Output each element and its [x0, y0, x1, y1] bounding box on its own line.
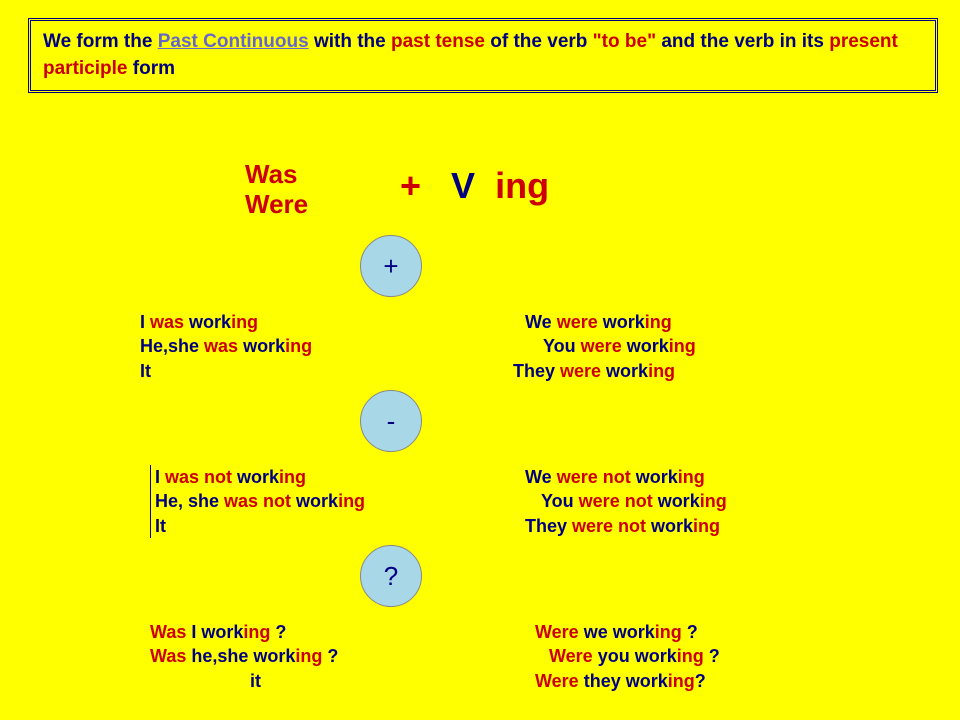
were-label: Were [245, 190, 308, 220]
text: ? [322, 646, 338, 666]
question-right: Were we working ? Were you working ? Wer… [535, 620, 875, 693]
text: ? [695, 671, 706, 691]
text: We [525, 467, 557, 487]
text: Were [535, 622, 579, 642]
text: ing [645, 312, 672, 332]
affirmative-left: I was working He,she was working It [140, 310, 480, 383]
text: I [155, 467, 165, 487]
text: He, she [155, 491, 224, 511]
text: work [291, 491, 338, 511]
text: You [541, 491, 579, 511]
text: were [581, 336, 622, 356]
text: You [543, 336, 581, 356]
text: ing [295, 646, 322, 666]
text: Was [150, 646, 186, 666]
past-continuous-link[interactable]: Past Continuous [158, 31, 309, 52]
text: ing [668, 671, 695, 691]
plus-sign: + [400, 165, 421, 206]
text: Was [150, 622, 186, 642]
text: work [646, 516, 693, 536]
formula: + V ing [400, 165, 549, 207]
question-circle: ? [360, 545, 422, 607]
text: Were [535, 671, 579, 691]
text: ? [270, 622, 286, 642]
text: ing [231, 312, 258, 332]
text: work [631, 467, 678, 487]
text: work [238, 336, 285, 356]
text: work [622, 336, 669, 356]
negative-left: I was not working He, she was not workin… [150, 465, 495, 538]
rule-text: past tense [391, 31, 485, 52]
text: I work [186, 622, 243, 642]
text: ? [704, 646, 720, 666]
text: ing [338, 491, 365, 511]
question-left: Was I working ? Was he,she working ? it [150, 620, 490, 693]
was-label: Was [245, 160, 308, 190]
text: They [525, 516, 572, 536]
text: ing [655, 622, 682, 642]
text: ing [700, 491, 727, 511]
text: I [140, 312, 150, 332]
text: were not [579, 491, 653, 511]
text: it [250, 671, 261, 691]
text: ing [243, 622, 270, 642]
text: was not [224, 491, 291, 511]
rule-box: We form the Past Continuous with the pas… [28, 18, 938, 93]
negative-circle: - [360, 390, 422, 452]
rule-text: and the verb in its [656, 31, 829, 52]
text: ing [678, 467, 705, 487]
text: It [140, 359, 480, 383]
text: ing [669, 336, 696, 356]
text: Were [549, 646, 593, 666]
negative-right: We were not working You were not working… [525, 465, 865, 538]
text: ing [693, 516, 720, 536]
text: ing [285, 336, 312, 356]
text: were not [572, 516, 646, 536]
text: was [150, 312, 184, 332]
text: he,she work [186, 646, 295, 666]
text: work [598, 312, 645, 332]
text: ing [648, 361, 675, 381]
text: It [155, 514, 495, 538]
text: work [601, 361, 648, 381]
text: we work [579, 622, 655, 642]
was-were-label: Was Were [245, 160, 308, 220]
text: ing [677, 646, 704, 666]
affirmative-circle: + [360, 235, 422, 297]
text: were [557, 312, 598, 332]
text: He,she [140, 336, 204, 356]
text: were [560, 361, 601, 381]
rule-text: form [127, 58, 175, 79]
text: work [232, 467, 279, 487]
text: were not [557, 467, 631, 487]
text: We [525, 312, 557, 332]
rule-text: We form the [43, 31, 158, 52]
v-label: V [451, 165, 475, 206]
rule-text: of the verb [485, 31, 593, 52]
text: work [184, 312, 231, 332]
rule-text: "to be" [593, 31, 656, 52]
text: was [204, 336, 238, 356]
ing-label: ing [495, 165, 549, 206]
rule-text: with the [309, 31, 391, 52]
text: was not [165, 467, 232, 487]
affirmative-right: We were working You were working They we… [525, 310, 865, 383]
text: they work [579, 671, 668, 691]
text: ? [682, 622, 698, 642]
text: you work [593, 646, 677, 666]
text: work [653, 491, 700, 511]
text: ing [279, 467, 306, 487]
text: They [513, 361, 560, 381]
